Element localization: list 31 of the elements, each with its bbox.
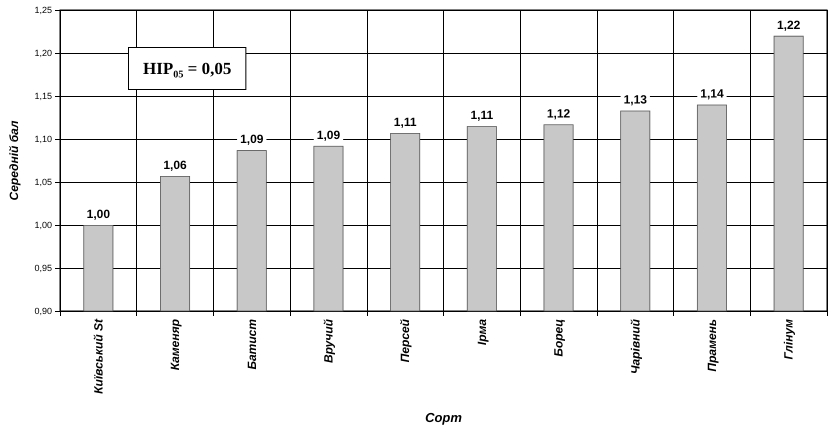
x-tick-label: Київський St	[91, 318, 106, 394]
x-tick-label: Персей	[398, 318, 412, 362]
data-label: 1,11	[394, 114, 417, 129]
x-tick-label: Чарівний	[628, 318, 642, 374]
x-tick-label: Ірма	[474, 318, 489, 346]
x-tick-label: Борец	[552, 318, 566, 357]
data-label: 1,12	[546, 106, 571, 120]
data-label: 1,22	[776, 18, 801, 32]
x-tick-label: Глінум	[782, 318, 796, 360]
y-axis-title: Середній бал	[7, 120, 21, 200]
y-tick-label: 1,00	[34, 220, 52, 230]
y-tick-label: 0,95	[34, 263, 52, 273]
x-tick-label: Прамень	[704, 319, 719, 372]
data-label: 1,11	[470, 108, 494, 122]
y-tick-label: 1,20	[34, 48, 52, 58]
data-label: 1,00	[86, 207, 110, 221]
x-tick-label: Каменяр	[168, 319, 182, 370]
annotation: НІР₀₅ = 0,05	[143, 59, 232, 78]
data-label: 1,06	[163, 158, 188, 172]
y-tick-label: 1,10	[34, 134, 52, 144]
x-axis-title: Сорт	[425, 410, 462, 425]
y-tick-label: 1,25	[34, 5, 52, 15]
x-tick-label: Вручий	[321, 318, 336, 364]
data-label: 1,09	[240, 132, 264, 146]
x-tick-label: Батист	[244, 318, 259, 370]
y-tick-label: 1,05	[34, 177, 52, 187]
y-tick-label: 1,15	[34, 91, 52, 101]
data-label: 1,09	[316, 128, 340, 142]
y-tick-label: 0,90	[34, 306, 52, 316]
data-label: 1,14	[700, 86, 724, 101]
data-label: 1,13	[624, 92, 648, 107]
